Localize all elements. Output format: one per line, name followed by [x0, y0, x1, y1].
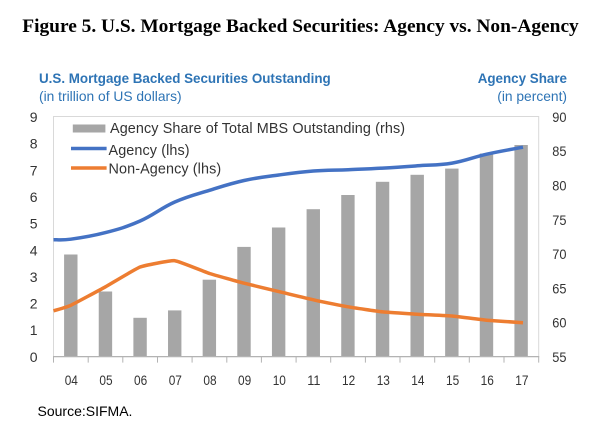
svg-text:9: 9 — [30, 109, 38, 125]
svg-text:80: 80 — [552, 178, 566, 194]
svg-text:13: 13 — [377, 372, 390, 388]
svg-text:3: 3 — [30, 269, 38, 285]
svg-text:15: 15 — [446, 372, 459, 388]
svg-text:06: 06 — [134, 372, 147, 388]
svg-text:85: 85 — [552, 143, 566, 159]
svg-text:70: 70 — [552, 246, 566, 262]
svg-text:8: 8 — [30, 136, 38, 152]
svg-text:17: 17 — [515, 372, 528, 388]
svg-text:75: 75 — [552, 212, 566, 228]
svg-text:Non-Agency (lhs): Non-Agency (lhs) — [109, 161, 222, 177]
svg-text:5: 5 — [30, 216, 38, 232]
svg-text:6: 6 — [30, 189, 38, 205]
svg-text:11: 11 — [307, 372, 320, 388]
svg-text:04: 04 — [65, 372, 78, 388]
svg-text:Agency Share of Total MBS Outs: Agency Share of Total MBS Outstanding (r… — [110, 121, 405, 137]
svg-text:4: 4 — [30, 242, 38, 258]
svg-text:07: 07 — [169, 372, 182, 388]
svg-text:05: 05 — [99, 372, 112, 388]
svg-text:1: 1 — [30, 322, 38, 338]
svg-text:2: 2 — [30, 296, 38, 312]
svg-text:14: 14 — [411, 372, 424, 388]
svg-text:12: 12 — [342, 372, 355, 388]
svg-text:60: 60 — [552, 315, 566, 331]
svg-text:65: 65 — [552, 280, 566, 296]
svg-text:90: 90 — [552, 109, 566, 125]
svg-text:16: 16 — [481, 372, 494, 388]
svg-text:09: 09 — [238, 372, 251, 388]
svg-text:Agency (lhs): Agency (lhs) — [109, 143, 190, 159]
svg-text:7: 7 — [30, 162, 38, 178]
svg-text:10: 10 — [273, 372, 286, 388]
svg-text:0: 0 — [30, 349, 38, 365]
svg-text:08: 08 — [203, 372, 216, 388]
svg-text:55: 55 — [552, 349, 566, 365]
